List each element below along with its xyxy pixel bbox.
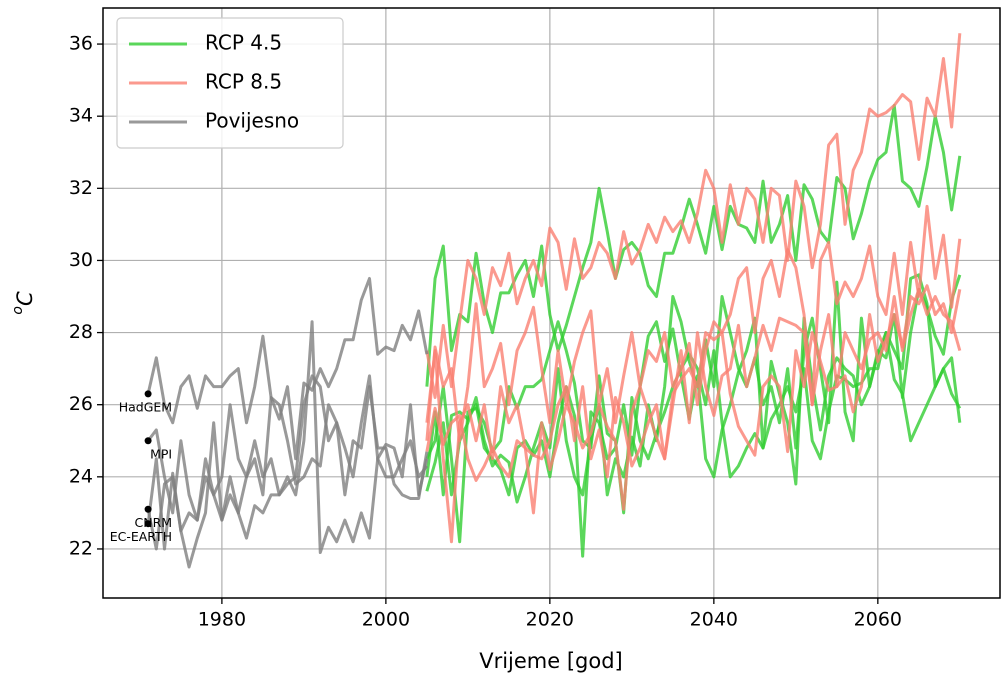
annotation-point — [144, 520, 152, 528]
annotation-point — [144, 437, 152, 445]
legend: RCP 4.5 RCP 8.5 Povijesno — [116, 17, 344, 149]
series-line — [425, 103, 962, 387]
annotation-label: CNRM — [135, 515, 173, 530]
annotation-label: HadGEM — [119, 399, 172, 414]
x-axis-label: Vrijeme [god] — [479, 649, 623, 673]
series-line — [425, 287, 962, 544]
series-line — [425, 33, 962, 399]
legend-label: RCP 4.5 — [205, 31, 282, 55]
x-tick-label: 2040 — [690, 609, 738, 631]
series-line — [146, 385, 429, 569]
annotation-label: EC-EARTH — [110, 529, 172, 544]
annotation-point — [144, 390, 152, 398]
plot-lines — [146, 33, 962, 569]
y-tick-label: 22 — [69, 537, 93, 559]
x-tick-label: 2000 — [362, 609, 410, 631]
series-line — [146, 374, 429, 522]
y-tick-label: 36 — [69, 33, 93, 55]
annotation-label: MPI — [150, 446, 172, 461]
x-tick-label: 2020 — [526, 609, 574, 631]
series-line — [146, 320, 429, 555]
axes: 1980 2000 2020 2040 2060 22 24 26 28 30 32 34 36 HadG… — [69, 33, 902, 631]
y-tick-label: 32 — [69, 177, 93, 199]
legend-box — [116, 17, 344, 149]
y-tick-label: 30 — [69, 249, 93, 271]
series-line — [425, 204, 962, 443]
y-tick-label: 28 — [69, 321, 93, 343]
y-tick-label: 26 — [69, 393, 93, 415]
series-line — [146, 276, 429, 461]
y-axis-label: oC — [10, 291, 37, 315]
annotation-point — [144, 505, 152, 513]
plot-frame — [102, 7, 1001, 599]
y-tick-label: 34 — [69, 105, 93, 127]
legend-label: Povijesno — [205, 109, 299, 133]
legend-label: RCP 8.5 — [205, 70, 282, 94]
y-tick-label: 24 — [69, 465, 93, 487]
x-tick-label: 2060 — [854, 609, 902, 631]
x-tick-label: 1980 — [198, 609, 246, 631]
